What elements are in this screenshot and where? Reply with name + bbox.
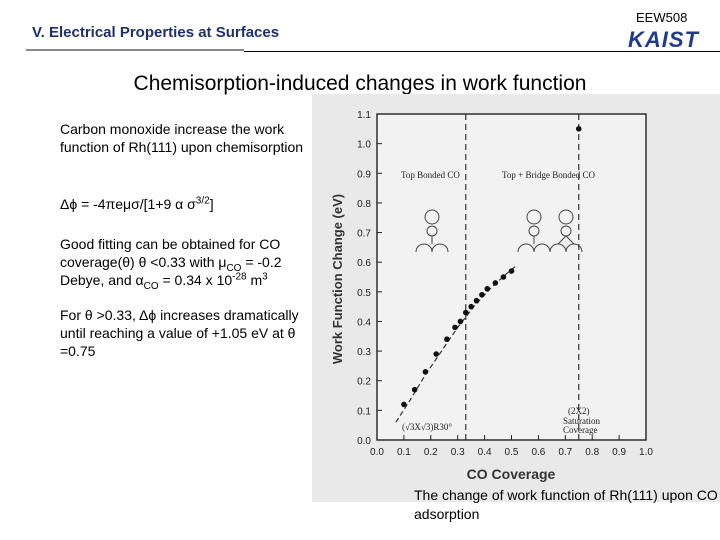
data-point <box>473 297 480 304</box>
y-tick-label: 0.3 <box>357 347 371 358</box>
data-point <box>479 291 485 298</box>
data-point <box>444 336 450 343</box>
data-point <box>462 309 469 316</box>
y-tick-label: 0.2 <box>357 377 371 388</box>
y-tick-label: 0.5 <box>357 288 371 299</box>
label-bridge-bonded: Top + Bridge Bonded CO <box>502 170 595 180</box>
data-point <box>575 126 582 132</box>
y-tick-label: 1.1 <box>357 110 371 121</box>
data-point <box>457 318 464 325</box>
paragraph-fitting: Good fitting can be obtained for CO cove… <box>60 236 282 292</box>
x-tick-label: 1.0 <box>639 447 653 458</box>
kaist-logo: KAIST <box>628 27 699 52</box>
section-title: V. Electrical Properties at Surfaces <box>32 24 280 41</box>
data-point <box>411 386 418 393</box>
label-top-bonded: Top Bonded CO <box>401 170 460 180</box>
data-point <box>468 303 474 310</box>
label-2x2-saturation: (2X2) Saturation Coverage <box>563 406 602 435</box>
y-tick-label: 0.9 <box>357 169 371 180</box>
data-point <box>484 286 491 292</box>
y-tick-label: 0.8 <box>357 199 371 210</box>
work-function-figure: 0.0 0.1 0.2 0.3 0.4 0.5 0.6 0.7 0.8 0.9 1.0 1.1 0.0… <box>312 94 720 502</box>
data-point <box>452 324 458 331</box>
coverage-markers <box>465 114 580 440</box>
y-axis-label: Work Function Change (eV) <box>330 194 345 364</box>
plot-area <box>376 113 647 441</box>
y-tick-label: 0.4 <box>357 317 371 328</box>
y-tick-label: 1.0 <box>357 140 371 151</box>
work-function-formula: Δϕ = -4πeμσ/[1+9 α σ3/2] <box>60 195 214 212</box>
y-tick-label: 0.0 <box>357 436 371 447</box>
x-tick-label: 0.1 <box>397 447 411 458</box>
data-point <box>401 401 407 408</box>
top-bonded-co-icon <box>415 209 449 253</box>
y-tick-label: 0.1 <box>357 406 371 417</box>
bridge-bonded-co-icon <box>517 209 583 253</box>
data-point <box>492 280 499 286</box>
x-tick-label: 0.0 <box>370 447 384 458</box>
data-point <box>433 351 439 357</box>
x-tick-label: 0.9 <box>612 447 626 458</box>
header-rule <box>244 51 720 52</box>
x-tick-label: 0.8 <box>585 447 599 458</box>
x-tick-label: 0.5 <box>505 447 519 458</box>
x-tick-label: 0.6 <box>531 447 545 458</box>
slide-title: Chemisorption-induced changes in work fu… <box>133 72 587 95</box>
x-tick-label: 0.7 <box>558 447 572 458</box>
data-points <box>401 126 582 408</box>
x-axis-label: CO Coverage <box>467 466 556 482</box>
y-tick-label: 0.7 <box>357 229 371 240</box>
figure-caption: The change of work function of Rh(111) u… <box>414 487 718 522</box>
label-sqrt3-structure: (√3X√3)R30° <box>402 422 452 432</box>
y-axis: 0.0 0.1 0.2 0.3 0.4 0.5 0.6 0.7 0.8 0.9 1.0 1.1 <box>357 110 382 447</box>
data-point <box>508 268 515 274</box>
x-tick-label: 0.3 <box>451 447 465 458</box>
y-tick-label: 0.6 <box>357 258 371 269</box>
x-axis: 0.0 0.1 0.2 0.3 0.4 0.5 0.6 0.7 0.8 0.9 1.0 <box>370 435 653 458</box>
paragraph-high-coverage: For θ >0.33, Δϕ increases dramatically u… <box>60 307 299 359</box>
plot-frame <box>376 113 647 441</box>
course-code: EEW508 <box>636 10 688 25</box>
data-point <box>500 274 507 280</box>
paragraph-co-increase: Carbon monoxide increase the work functi… <box>60 121 304 155</box>
x-tick-label: 0.2 <box>424 447 438 458</box>
x-tick-label: 0.4 <box>478 447 492 458</box>
data-point <box>422 369 429 375</box>
header-rule-accent <box>26 49 244 51</box>
